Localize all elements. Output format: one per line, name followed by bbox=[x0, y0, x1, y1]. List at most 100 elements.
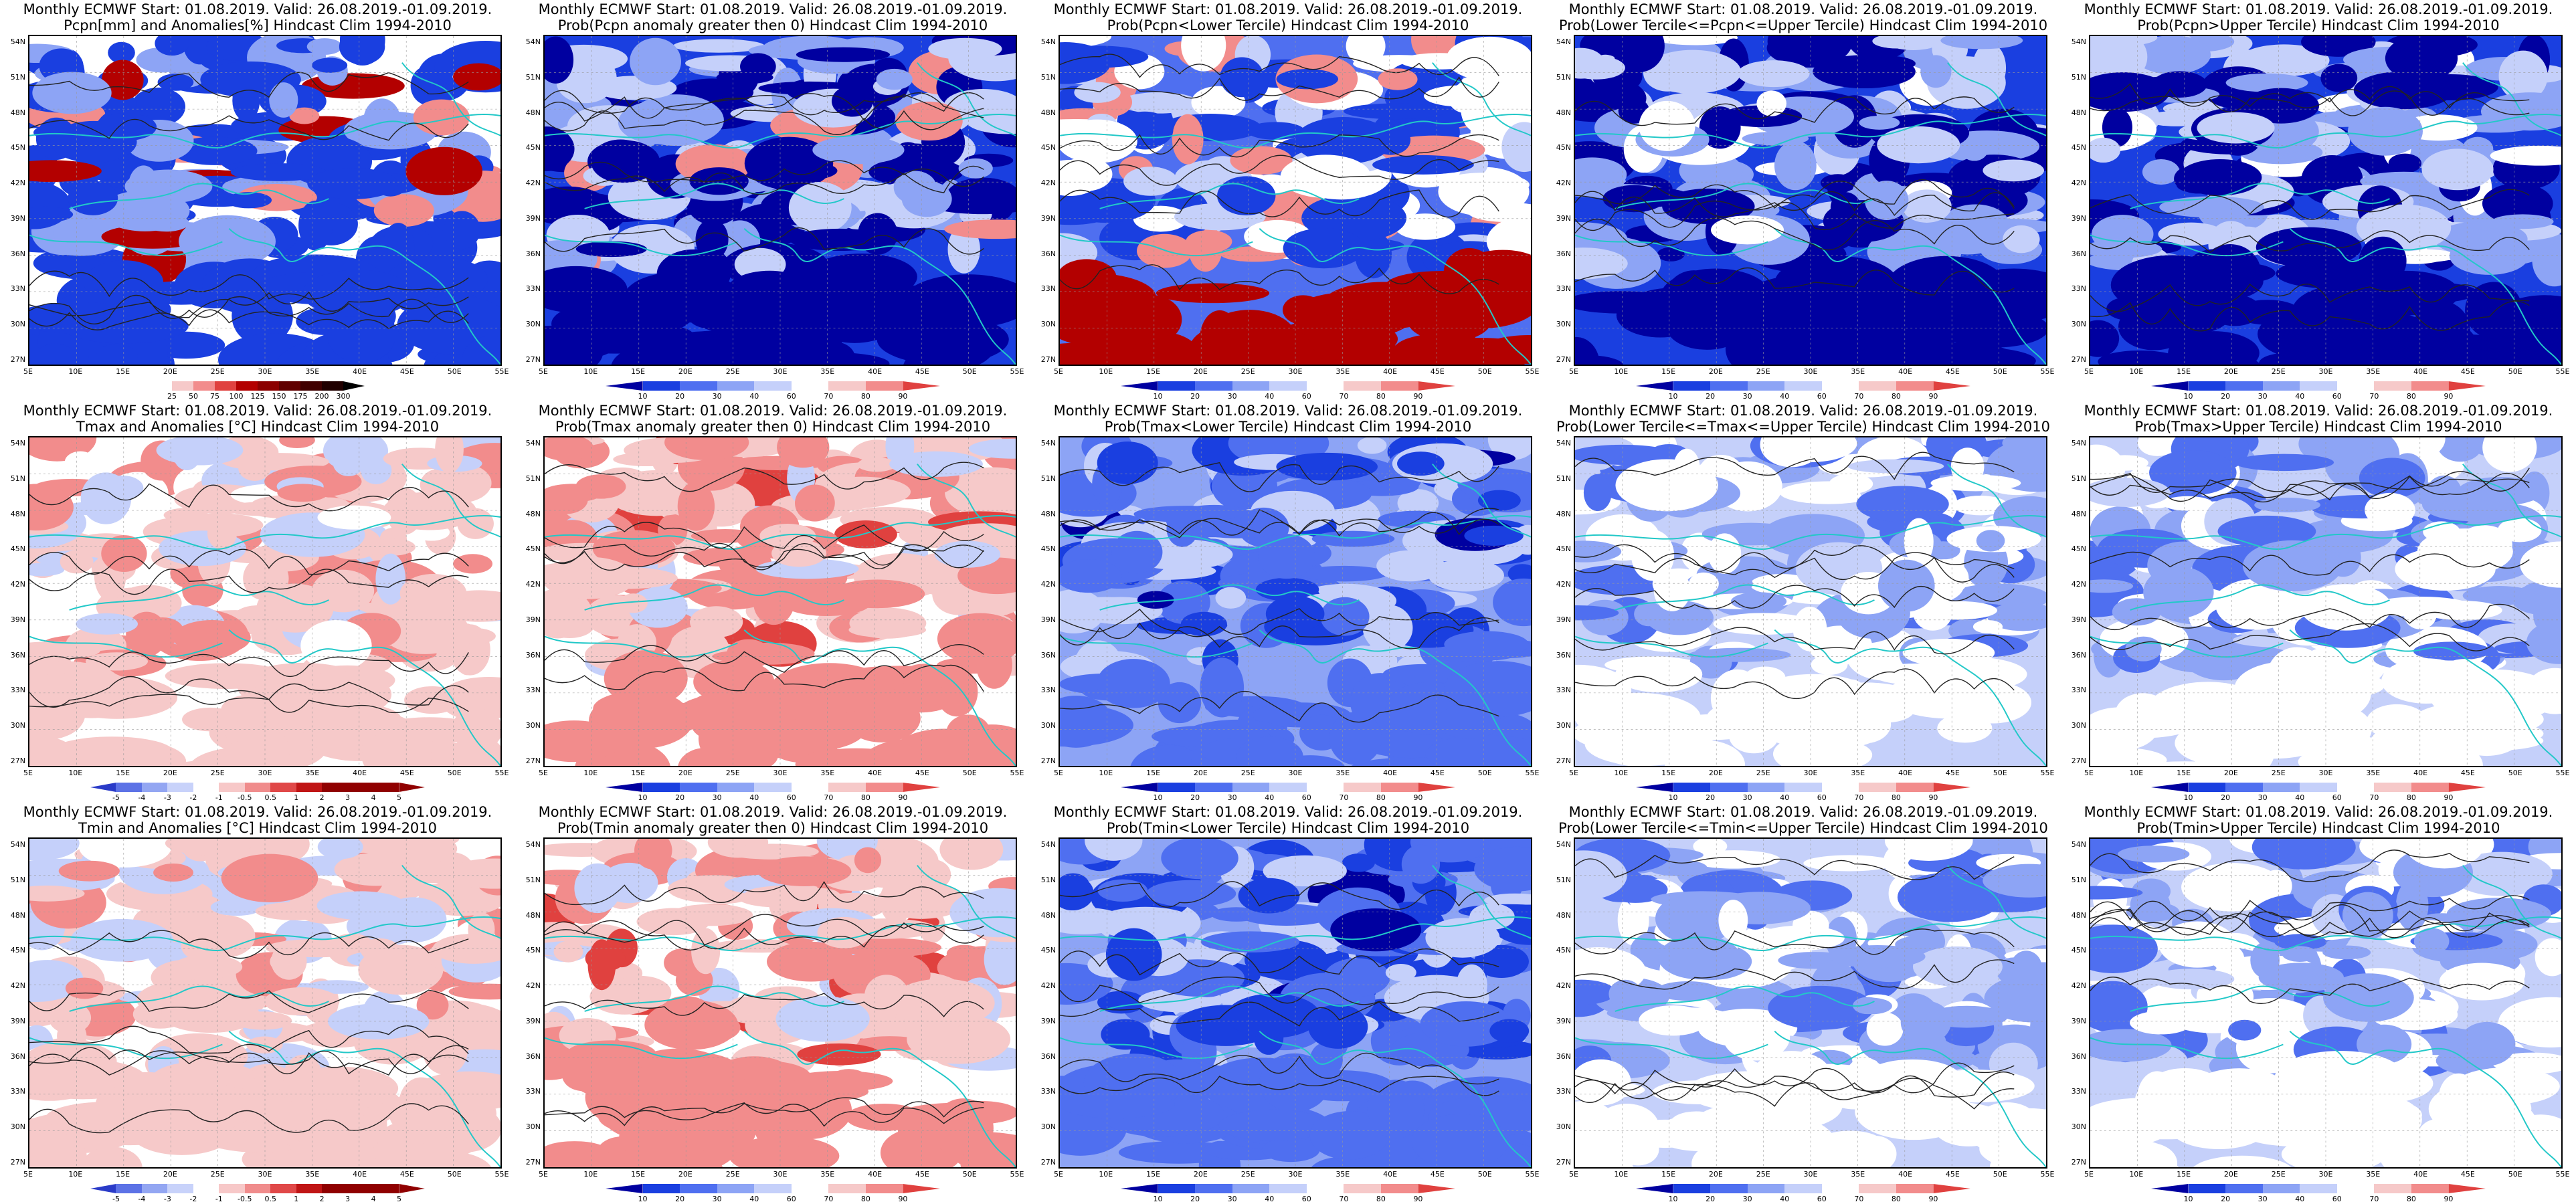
coastline bbox=[743, 227, 1016, 365]
field-blob bbox=[157, 74, 194, 91]
latitude-tick-label: 36N bbox=[1556, 249, 1571, 258]
field-blob bbox=[1181, 36, 1226, 72]
south-field-blob bbox=[2090, 707, 2158, 751]
field-blob bbox=[944, 219, 1016, 239]
latitude-tick-label: 42N bbox=[2071, 179, 2086, 188]
coastline bbox=[1060, 234, 1253, 257]
latitude-tick-label: 39N bbox=[10, 615, 25, 624]
field-blob bbox=[1657, 247, 1685, 262]
field-blob bbox=[2323, 973, 2414, 1022]
field-blob bbox=[1803, 855, 1896, 872]
latitude-tick-label: 30N bbox=[2071, 1122, 2086, 1132]
longitude-tick-label: 45E bbox=[399, 769, 414, 777]
colorbar-segment bbox=[1747, 783, 1785, 792]
field-blob bbox=[1280, 155, 1371, 198]
south-field-blob bbox=[2491, 1124, 2561, 1167]
colorbar-segment bbox=[791, 1184, 829, 1193]
map-svg bbox=[29, 437, 500, 766]
longitude-tick-label: 30E bbox=[1288, 367, 1303, 376]
longitude-tick-label: 25E bbox=[1756, 1170, 1770, 1179]
map-svg bbox=[545, 437, 1016, 766]
colorbar-label: -3 bbox=[163, 793, 171, 802]
field-blob bbox=[1074, 82, 1121, 103]
colorbar-segment bbox=[1747, 1184, 1785, 1193]
field-blob bbox=[2250, 942, 2280, 979]
longitude-tick-label: 30E bbox=[2318, 367, 2333, 376]
field-blob bbox=[1829, 945, 1926, 969]
field-blob bbox=[2498, 50, 2548, 102]
panel-title-line2: Prob(Tmax<Lower Tercile) Hindcast Clim 1… bbox=[1104, 419, 1472, 435]
contour-line bbox=[2090, 468, 2530, 493]
contour-line bbox=[29, 294, 469, 324]
longitude-tick-label: 35E bbox=[1336, 367, 1350, 376]
south-field-blob bbox=[2276, 258, 2384, 289]
south-field-blob bbox=[2306, 344, 2435, 365]
field-blob bbox=[1301, 565, 1388, 582]
contour-line bbox=[1575, 668, 2015, 700]
field-blob bbox=[545, 557, 636, 599]
colorbar-label: 90 bbox=[1928, 1195, 1938, 1203]
latitude-tick-label: 27N bbox=[2071, 355, 2086, 364]
panel-title-line1: Monthly ECMWF Start: 01.08.2019. Valid: … bbox=[538, 804, 1008, 820]
colorbar-segment bbox=[1673, 1184, 1711, 1193]
field-blob bbox=[946, 944, 982, 963]
south-field-blob bbox=[1156, 283, 1270, 304]
field-blob bbox=[1095, 906, 1196, 940]
south-field-blob bbox=[960, 1138, 1016, 1167]
field-blob bbox=[1575, 850, 1627, 900]
colorbar-segment bbox=[1232, 381, 1270, 391]
field-blob bbox=[2388, 153, 2422, 173]
latitude-tick-label: 48N bbox=[10, 910, 25, 920]
field-blob bbox=[683, 548, 759, 567]
colorbar-segment bbox=[1306, 381, 1344, 391]
colorbar-segment bbox=[1784, 1184, 1822, 1193]
coastline bbox=[545, 234, 738, 257]
panel-title-line1: Monthly ECMWF Start: 01.08.2019. Valid: … bbox=[23, 1, 492, 17]
contour-line bbox=[29, 309, 469, 330]
field-blob bbox=[2142, 159, 2180, 185]
field-blob bbox=[1972, 620, 2003, 633]
field-blob bbox=[298, 200, 333, 251]
longitude-tick-label: 25E bbox=[2271, 367, 2286, 376]
coastline bbox=[1615, 584, 1875, 611]
south-field-blob bbox=[279, 1066, 399, 1110]
panel-title-line2: Tmax and Anomalies [°C] Hindcast Clim 19… bbox=[76, 419, 440, 435]
field-blob bbox=[1283, 227, 1365, 269]
longitude-tick-label: 55E bbox=[494, 769, 509, 777]
south-field-blob bbox=[2098, 350, 2183, 365]
colorbar-label: 40 bbox=[749, 392, 759, 401]
colorbar-segment bbox=[219, 783, 245, 792]
colorbar-segment bbox=[270, 1184, 296, 1193]
map-panel: Monthly ECMWF Start: 01.08.2019. Valid: … bbox=[1030, 0, 1546, 401]
latitude-tick-label: 45N bbox=[525, 544, 541, 554]
field-blob bbox=[1960, 137, 1989, 161]
longitude-tick-label: 55E bbox=[494, 367, 509, 376]
longitude-tick-label: 5E bbox=[539, 1170, 548, 1179]
field-blob bbox=[1639, 100, 1695, 151]
south-field-blob bbox=[1584, 721, 1705, 766]
longitude-tick-label: 25E bbox=[210, 769, 225, 777]
colorbar-segment bbox=[1784, 783, 1822, 792]
latitude-tick-label: 27N bbox=[2071, 757, 2086, 765]
latitude-tick-label: 39N bbox=[525, 615, 541, 624]
field-blob bbox=[94, 113, 157, 141]
field-blob bbox=[1904, 518, 1934, 566]
field-blob bbox=[689, 167, 749, 195]
field-blob bbox=[575, 241, 647, 258]
colorbar-label: 125 bbox=[250, 392, 265, 401]
colorbar-label: 4 bbox=[371, 1195, 376, 1203]
colorbar-segment bbox=[1195, 381, 1232, 391]
south-field-blob bbox=[1871, 663, 1964, 686]
colorbar-label: 80 bbox=[860, 1195, 870, 1203]
longitude-tick-label: 50E bbox=[962, 769, 977, 777]
colorbar-segment bbox=[2151, 381, 2189, 391]
longitude-tick-label: 45E bbox=[2460, 367, 2475, 376]
longitude-tick-label: 20E bbox=[678, 367, 693, 376]
contour-line bbox=[545, 462, 984, 492]
field-blob bbox=[968, 438, 1016, 459]
latitude-tick-label: 45N bbox=[1556, 946, 1571, 955]
latitude-tick-label: 27N bbox=[1040, 355, 1056, 364]
colorbar-segment bbox=[1306, 783, 1344, 792]
field-blob bbox=[2520, 541, 2561, 588]
field-blob bbox=[1865, 181, 1909, 220]
